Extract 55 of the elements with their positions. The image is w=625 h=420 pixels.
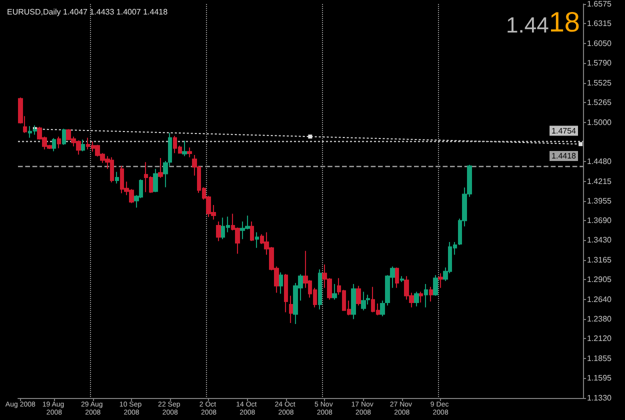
y-tick-label: 1.2640	[587, 295, 612, 304]
candlestick	[52, 138, 56, 152]
candlestick	[216, 221, 221, 242]
candlestick	[395, 266, 399, 288]
candlestick	[279, 272, 283, 294]
candlestick	[332, 283, 337, 300]
y-tick-label: 1.6050	[587, 38, 612, 48]
candlestick	[356, 285, 361, 306]
y-tick-label: 1.1595	[587, 374, 612, 383]
y-tick-label: 1.4215	[587, 176, 612, 186]
candlestick	[318, 268, 322, 310]
y-tick-label: 1.2380	[587, 314, 612, 324]
candlestick	[153, 168, 158, 193]
candlestick	[361, 291, 366, 311]
candlestick	[424, 283, 428, 308]
y-tick-label: 1.1855	[587, 354, 612, 364]
candlestick	[438, 272, 443, 288]
y-tick-label: 1.2905	[587, 275, 612, 284]
ref-line-label: 1.4418	[552, 152, 577, 161]
y-tick-label: 1.3165	[587, 256, 612, 265]
point	[308, 134, 312, 139]
candlestick	[255, 232, 259, 248]
candlestick	[414, 291, 419, 307]
candlestick	[380, 300, 385, 317]
y-tick-label: 1.3955	[587, 196, 612, 206]
chart-title: EURUSD,Daily 1.4047 1.4433 1.4007 1.4418	[7, 8, 168, 16]
y-tick-label: 1.2120	[587, 334, 612, 344]
candlestick	[419, 291, 423, 304]
candlestick	[187, 146, 192, 158]
candlestick	[284, 274, 288, 313]
y-tick-label: 1.5790	[587, 58, 612, 68]
y-tick-label: 1.6315	[587, 19, 612, 28]
candlestick	[62, 128, 66, 146]
y-tick-label: 1.3690	[587, 216, 612, 226]
y-tick-label: 1.6575	[587, 0, 612, 8]
y-tick-label: 1.5525	[587, 78, 612, 88]
candlestick	[351, 283, 356, 320]
point	[578, 142, 583, 146]
y-tick-label: 1.5265	[587, 98, 612, 107]
candlestick	[182, 140, 187, 157]
candlestick	[81, 139, 85, 152]
candlestick	[57, 136, 61, 149]
candlestick	[429, 286, 433, 302]
candlestick	[433, 274, 438, 296]
annotation: 1.4418	[506, 6, 580, 38]
candlestick	[158, 157, 163, 178]
candlestick	[250, 221, 254, 242]
y-tick-label: 1.4480	[587, 156, 612, 166]
candlestick	[115, 171, 119, 184]
ref-line-label: 1.4754	[552, 126, 577, 136]
y-tick-label: 1.1330	[587, 394, 612, 402]
candlestick	[289, 295, 293, 324]
y-tick-label: 1.5000	[587, 118, 612, 127]
y-tick-label: 1.3430	[587, 236, 612, 245]
candlestick	[400, 276, 404, 283]
